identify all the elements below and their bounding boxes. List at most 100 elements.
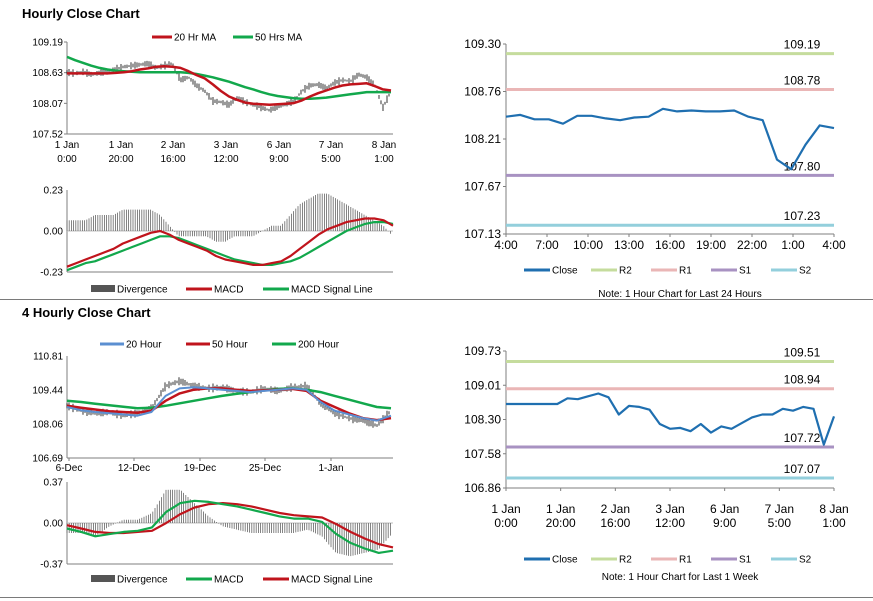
- bottom-divider: [0, 597, 873, 598]
- hourly-price-xtick: 6 Jan: [267, 140, 291, 151]
- hourly-price-xtick: 20:00: [108, 154, 133, 165]
- four-hourly-close-week-legend-s1-label: S1: [739, 555, 752, 566]
- four-hourly-close-week-xtick: 6 Jan: [710, 502, 739, 516]
- four-hourly-macd-ytick: 0.00: [44, 519, 64, 530]
- hourly-close-24h-ytick: 107.67: [464, 180, 501, 194]
- hourly-macd-signal-line: [66, 221, 394, 272]
- hourly-close-24h-note: Note: 1 Hour Chart for Last 24 Hours: [598, 289, 761, 300]
- hourly-close-24h-close-line: [505, 107, 835, 171]
- hourly-price-xtick: 5:00: [321, 154, 341, 165]
- hourly-macd-ytick: 0.00: [44, 227, 64, 238]
- four-hourly-legend-ma50-label: 50 Hour: [212, 340, 248, 351]
- hourly-macd-legend-signal-label: MACD Signal Line: [291, 285, 373, 296]
- four-hourly-close-week-ytick: 109.01: [464, 378, 501, 392]
- hourly-price-xtick: 12:00: [213, 154, 238, 165]
- four-hourly-macd-legend-macd-label: MACD: [214, 575, 243, 586]
- hourly-price-xtick: 9:00: [269, 154, 289, 165]
- four-hourly-ma200-line: [66, 387, 392, 410]
- hourly-close-24h-ytick: 108.76: [464, 85, 501, 99]
- four-hourly-close-week-xtick: 8 Jan: [819, 502, 848, 516]
- hourly-close-24h-ytick: 108.21: [464, 132, 501, 146]
- hourly-macd-ytick: -0.23: [40, 268, 63, 279]
- four-hourly-close-week-s2-label: 107.07: [784, 462, 821, 476]
- four-hourly-legend-ma20-label: 20 Hour: [126, 340, 162, 351]
- hourly-price-xtick: 1:00: [374, 154, 394, 165]
- four-hourly-close-week-legend-r2-label: R2: [619, 555, 632, 566]
- hourly-close-24h-legend-s2-label: S2: [799, 266, 812, 277]
- hourly-price-ytick: 108.07: [32, 99, 63, 110]
- four-hourly-price-xtick: 6-Dec: [56, 463, 83, 474]
- hourly-price-xtick: 3 Jan: [214, 140, 238, 151]
- four-hourly-close-week-xtick: 1:00: [822, 516, 846, 530]
- section-divider: [0, 299, 873, 300]
- four-hourly-close-week-ytick: 109.73: [464, 344, 501, 358]
- hourly-price-xtick: 2 Jan: [161, 140, 185, 151]
- four-hourly-price-xtick: 25-Dec: [249, 463, 281, 474]
- hourly-price-xtick: 16:00: [160, 154, 185, 165]
- four-hourly-close-week-xtick: 3 Jan: [655, 502, 684, 516]
- four-hourly-macd-legend-divergence-swatch: [91, 575, 115, 582]
- hourly-close-24h-xtick: 4:00: [822, 238, 846, 252]
- hourly-close-24h-r2-label: 109.19: [784, 38, 821, 52]
- four-hourly-close-week-legend-r1-label: R1: [679, 555, 692, 566]
- four-hourly-close-week-s1-label: 107.72: [784, 431, 821, 445]
- four-hourly-close-week-xtick: 1 Jan: [546, 502, 575, 516]
- hourly-close-24h-ytick: 109.30: [464, 37, 501, 51]
- hourly-price-xtick: 1 Jan: [109, 140, 133, 151]
- four-hourly-close-week-xtick: 16:00: [600, 516, 630, 530]
- four-hourly-ma50-line: [66, 387, 392, 422]
- four-hourly-price-xtick: 19-Dec: [184, 463, 216, 474]
- hourly-price-xtick: 1 Jan: [55, 140, 79, 151]
- hourly-close-24h-xtick: 10:00: [573, 238, 603, 252]
- hourly-close-24h-legend-s1-label: S1: [739, 266, 752, 277]
- four-hourly-close-week-r2-label: 109.51: [784, 346, 821, 360]
- four-hourly-close-week-xtick: 2 Jan: [601, 502, 630, 516]
- section-title-hourly: Hourly Close Chart: [22, 6, 140, 21]
- four-hourly-price-ytick: 106.69: [32, 454, 63, 465]
- four-hourly-close-week-ytick: 107.58: [464, 447, 501, 461]
- hourly-close-24h-xtick: 1:00: [781, 238, 805, 252]
- four-hourly-close-week-xtick: 0:00: [494, 516, 518, 530]
- hourly-close-24h-xtick: 4:00: [494, 238, 518, 252]
- four-hourly-close-week-xtick: 5:00: [768, 516, 792, 530]
- hourly-price-xtick: 7 Jan: [319, 140, 343, 151]
- four-hourly-macd-line: [66, 499, 394, 555]
- hourly-close-24h-r1-label: 108.78: [784, 74, 821, 88]
- hourly-close-24h-legend-r2-label: R2: [619, 266, 632, 277]
- four-hourly-macd-legend-divergence-label: Divergence: [117, 575, 168, 586]
- four-hourly-macd-legend-signal-label: MACD Signal Line: [291, 575, 373, 586]
- hourly-macd-legend-macd-label: MACD: [214, 285, 243, 296]
- four-hourly-close-week-close-line: [506, 392, 836, 446]
- four-hourly-legend-ma200-label: 200 Hour: [298, 340, 340, 351]
- hourly-macd-line: [66, 217, 394, 268]
- four-hourly-close-week-legend-s2-label: S2: [799, 555, 812, 566]
- four-hourly-close-week-r1-label: 108.94: [784, 373, 821, 387]
- four-hourly-close-week-xtick: 1 Jan: [491, 502, 520, 516]
- hourly-close-24h-xtick: 16:00: [655, 238, 685, 252]
- hourly-legend-ma20-label: 20 Hr MA: [174, 33, 217, 44]
- hourly-macd-ytick: 0.23: [44, 186, 64, 197]
- four-hourly-close-week-xtick: 12:00: [655, 516, 685, 530]
- four-hourly-close-week-ytick: 108.30: [464, 413, 501, 427]
- four-hourly-price-ytick: 108.06: [32, 420, 63, 431]
- four-hourly-close-week-xtick: 20:00: [546, 516, 576, 530]
- four-hourly-price-ytick: 109.44: [32, 386, 63, 397]
- hourly-close-24h-legend-r1-label: R1: [679, 266, 692, 277]
- hourly-close-24h-s1-label: 107.80: [784, 159, 821, 173]
- hourly-close-24h-xtick: 19:00: [696, 238, 726, 252]
- hourly-close-24h-ytick: 107.13: [464, 227, 501, 241]
- hourly-close-24h-xtick: 22:00: [737, 238, 767, 252]
- hourly-price-ytick: 109.19: [32, 38, 63, 49]
- four-hourly-close-week-legend-close-label: Close: [552, 555, 578, 566]
- hourly-macd-legend-divergence-label: Divergence: [117, 285, 168, 296]
- hourly-close-24h-xtick: 13:00: [614, 238, 644, 252]
- hourly-close-24h-xtick: 7:00: [535, 238, 559, 252]
- hourly-macd-legend-divergence-swatch: [91, 285, 115, 292]
- hourly-legend-ma50-label: 50 Hrs MA: [255, 33, 303, 44]
- hourly-price-ytick: 107.52: [32, 130, 63, 141]
- section-title-4hourly: 4 Hourly Close Chart: [22, 305, 151, 320]
- four-hourly-price-xtick: 12-Dec: [118, 463, 150, 474]
- hourly-price-xtick: 0:00: [57, 154, 77, 165]
- four-hourly-price-xtick: 1-Jan: [318, 463, 343, 474]
